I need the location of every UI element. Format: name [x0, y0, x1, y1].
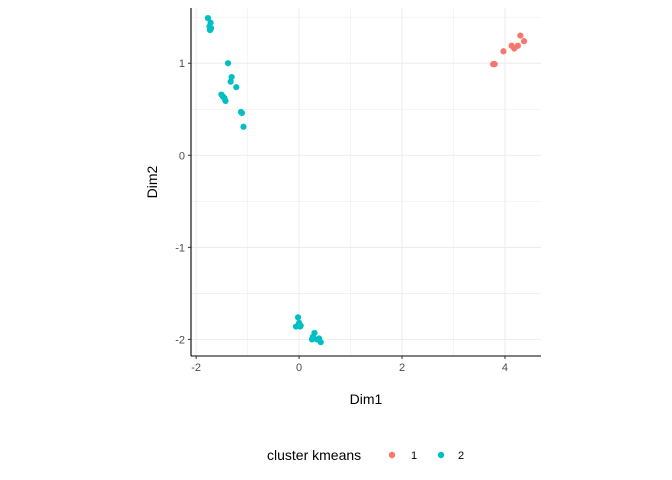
- point-cluster-2: [207, 25, 215, 32]
- point-cluster-1: [500, 48, 507, 55]
- point-cluster-1: [514, 42, 521, 49]
- y-tick-label: -1: [175, 242, 185, 254]
- legend: cluster kmeans 1 2: [267, 447, 464, 463]
- point-cluster-2: [240, 123, 247, 130]
- x-tick-label: -2: [191, 362, 201, 374]
- x-tick-label: 4: [502, 362, 508, 374]
- y-axis-title: Dim2: [144, 165, 160, 198]
- legend-label-1: 1: [411, 450, 417, 462]
- point-cluster-2: [222, 97, 229, 105]
- point-cluster-2: [204, 15, 212, 22]
- y-tick-label: -2: [175, 334, 185, 346]
- y-tick-label: 0: [179, 150, 185, 162]
- grid: [191, 8, 541, 356]
- x-axis-title: Dim1: [350, 391, 383, 407]
- legend-key-2: [437, 451, 445, 459]
- point-cluster-1: [491, 61, 498, 68]
- point-cluster-2: [308, 336, 316, 343]
- point-cluster-2: [224, 60, 232, 67]
- x-tick-label: 2: [399, 362, 405, 374]
- point-cluster-2: [233, 84, 240, 91]
- point-cluster-2: [297, 322, 304, 329]
- point-cluster-2: [316, 335, 323, 342]
- y-tick-label: 1: [179, 58, 185, 70]
- legend-title: cluster kmeans: [267, 447, 361, 463]
- x-tick-label: 0: [296, 362, 302, 374]
- point-cluster-2: [238, 109, 246, 117]
- point-cluster-1: [520, 38, 528, 45]
- point-cluster-2: [227, 78, 234, 85]
- legend-label-2: 2: [458, 450, 464, 462]
- legend-key-1: [388, 451, 396, 459]
- axis-ticks: -2 0 2 4 -2 -1 0 1: [175, 58, 508, 374]
- data-points: [204, 15, 528, 346]
- point-cluster-1: [517, 32, 524, 39]
- point-cluster-2: [294, 314, 302, 321]
